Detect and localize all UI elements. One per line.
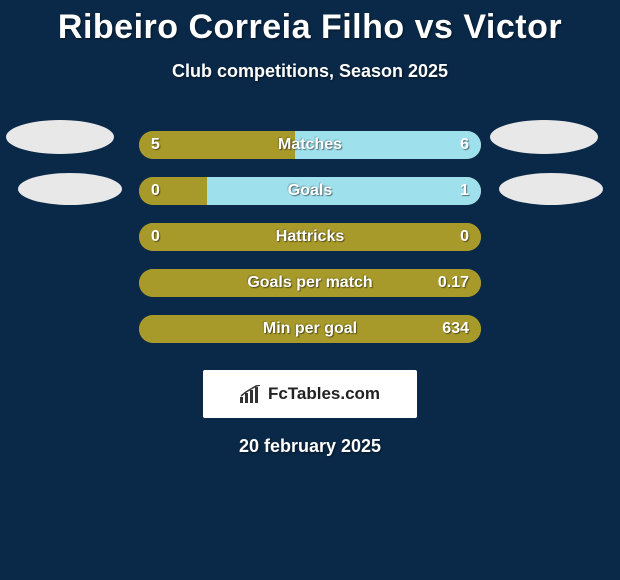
stat-value-left: 0 bbox=[151, 182, 160, 200]
bar-track: Matches 5 6 bbox=[139, 131, 481, 159]
decorative-ellipse bbox=[499, 173, 603, 205]
logo-text: FcTables.com bbox=[268, 384, 380, 404]
stat-value-right: 634 bbox=[442, 320, 469, 338]
stat-value-right: 1 bbox=[460, 182, 469, 200]
stat-value-right: 0 bbox=[460, 228, 469, 246]
bar-track: Min per goal 634 bbox=[139, 315, 481, 343]
page-title: Ribeiro Correia Filho vs Victor bbox=[0, 0, 620, 47]
stat-value-right: 0.17 bbox=[438, 274, 469, 292]
stat-value-right: 6 bbox=[460, 136, 469, 154]
stat-label: Min per goal bbox=[263, 320, 357, 338]
stat-label: Goals bbox=[288, 182, 332, 200]
stat-row: Min per goal 634 bbox=[0, 306, 620, 352]
stat-label: Matches bbox=[278, 136, 342, 154]
stat-value-left: 0 bbox=[151, 228, 160, 246]
stat-row: Goals per match 0.17 bbox=[0, 260, 620, 306]
comparison-rows: Matches 5 6 Goals 0 1 Hattricks 0 0 Goals per mat… bbox=[0, 122, 620, 352]
logo-box: FcTables.com bbox=[203, 370, 417, 418]
stat-label: Hattricks bbox=[276, 228, 344, 246]
bar-track: Hattricks 0 0 bbox=[139, 223, 481, 251]
subtitle: Club competitions, Season 2025 bbox=[0, 61, 620, 82]
stat-value-left: 5 bbox=[151, 136, 160, 154]
bar-track: Goals 0 1 bbox=[139, 177, 481, 205]
date-label: 20 february 2025 bbox=[0, 436, 620, 457]
decorative-ellipse bbox=[18, 173, 122, 205]
stat-row: Hattricks 0 0 bbox=[0, 214, 620, 260]
bar-right bbox=[207, 177, 481, 205]
decorative-ellipse bbox=[6, 120, 114, 154]
stat-label: Goals per match bbox=[247, 274, 372, 292]
chart-icon bbox=[240, 385, 262, 403]
bar-left bbox=[139, 131, 295, 159]
decorative-ellipse bbox=[490, 120, 598, 154]
bar-track: Goals per match 0.17 bbox=[139, 269, 481, 297]
bar-left bbox=[139, 177, 207, 205]
